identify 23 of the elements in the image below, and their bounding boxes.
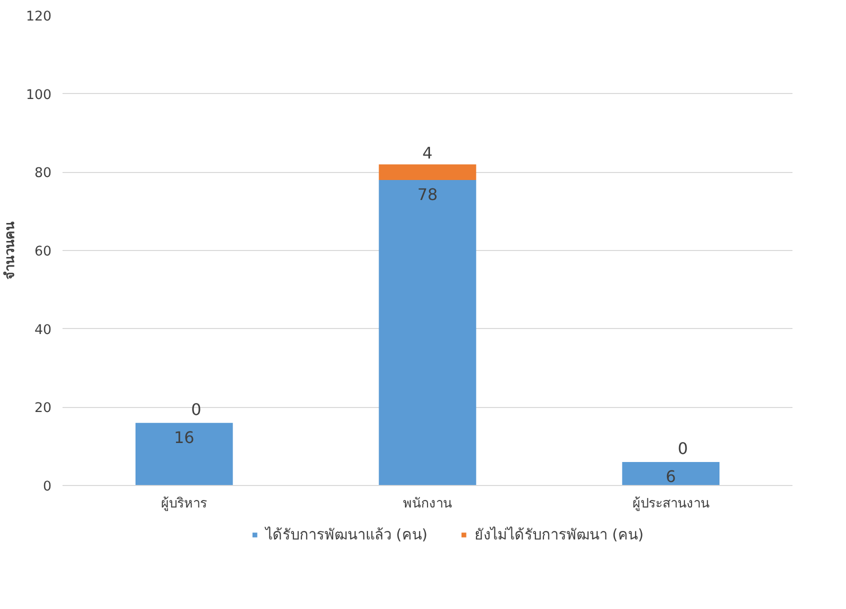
bar [622,462,720,486]
x-tick-label: ผู้ประสานงาน [632,496,710,512]
y-tick-label: 100 [26,88,52,103]
y-tick-label: 80 [34,166,52,182]
y-tick-label: 120 [26,10,52,24]
data-label: 0 [191,400,202,419]
x-tick-label: พนักงาน [403,496,452,512]
bar [136,422,233,486]
x-tick-label: ผู้บริหาร [161,496,208,512]
data-label: 78 [417,185,438,204]
data-label: 6 [666,467,676,486]
bar [378,164,476,180]
data-label: 16 [174,428,194,447]
y-tick-label: 20 [34,401,52,416]
legend-label: ได้รับการพัฒนาแล้ว (คน) [265,526,428,546]
data-label: 4 [422,143,433,162]
y-axis-title: จำนวนคน [2,222,18,280]
y-tick-label: 60 [34,244,52,260]
y-tick-label: 0 [43,480,52,494]
y-tick-label: 40 [34,322,52,338]
bar [378,180,476,486]
legend-label: ยังไม่ได้รับการพัฒนา (คน) [474,526,644,546]
data-label: 0 [678,439,688,458]
